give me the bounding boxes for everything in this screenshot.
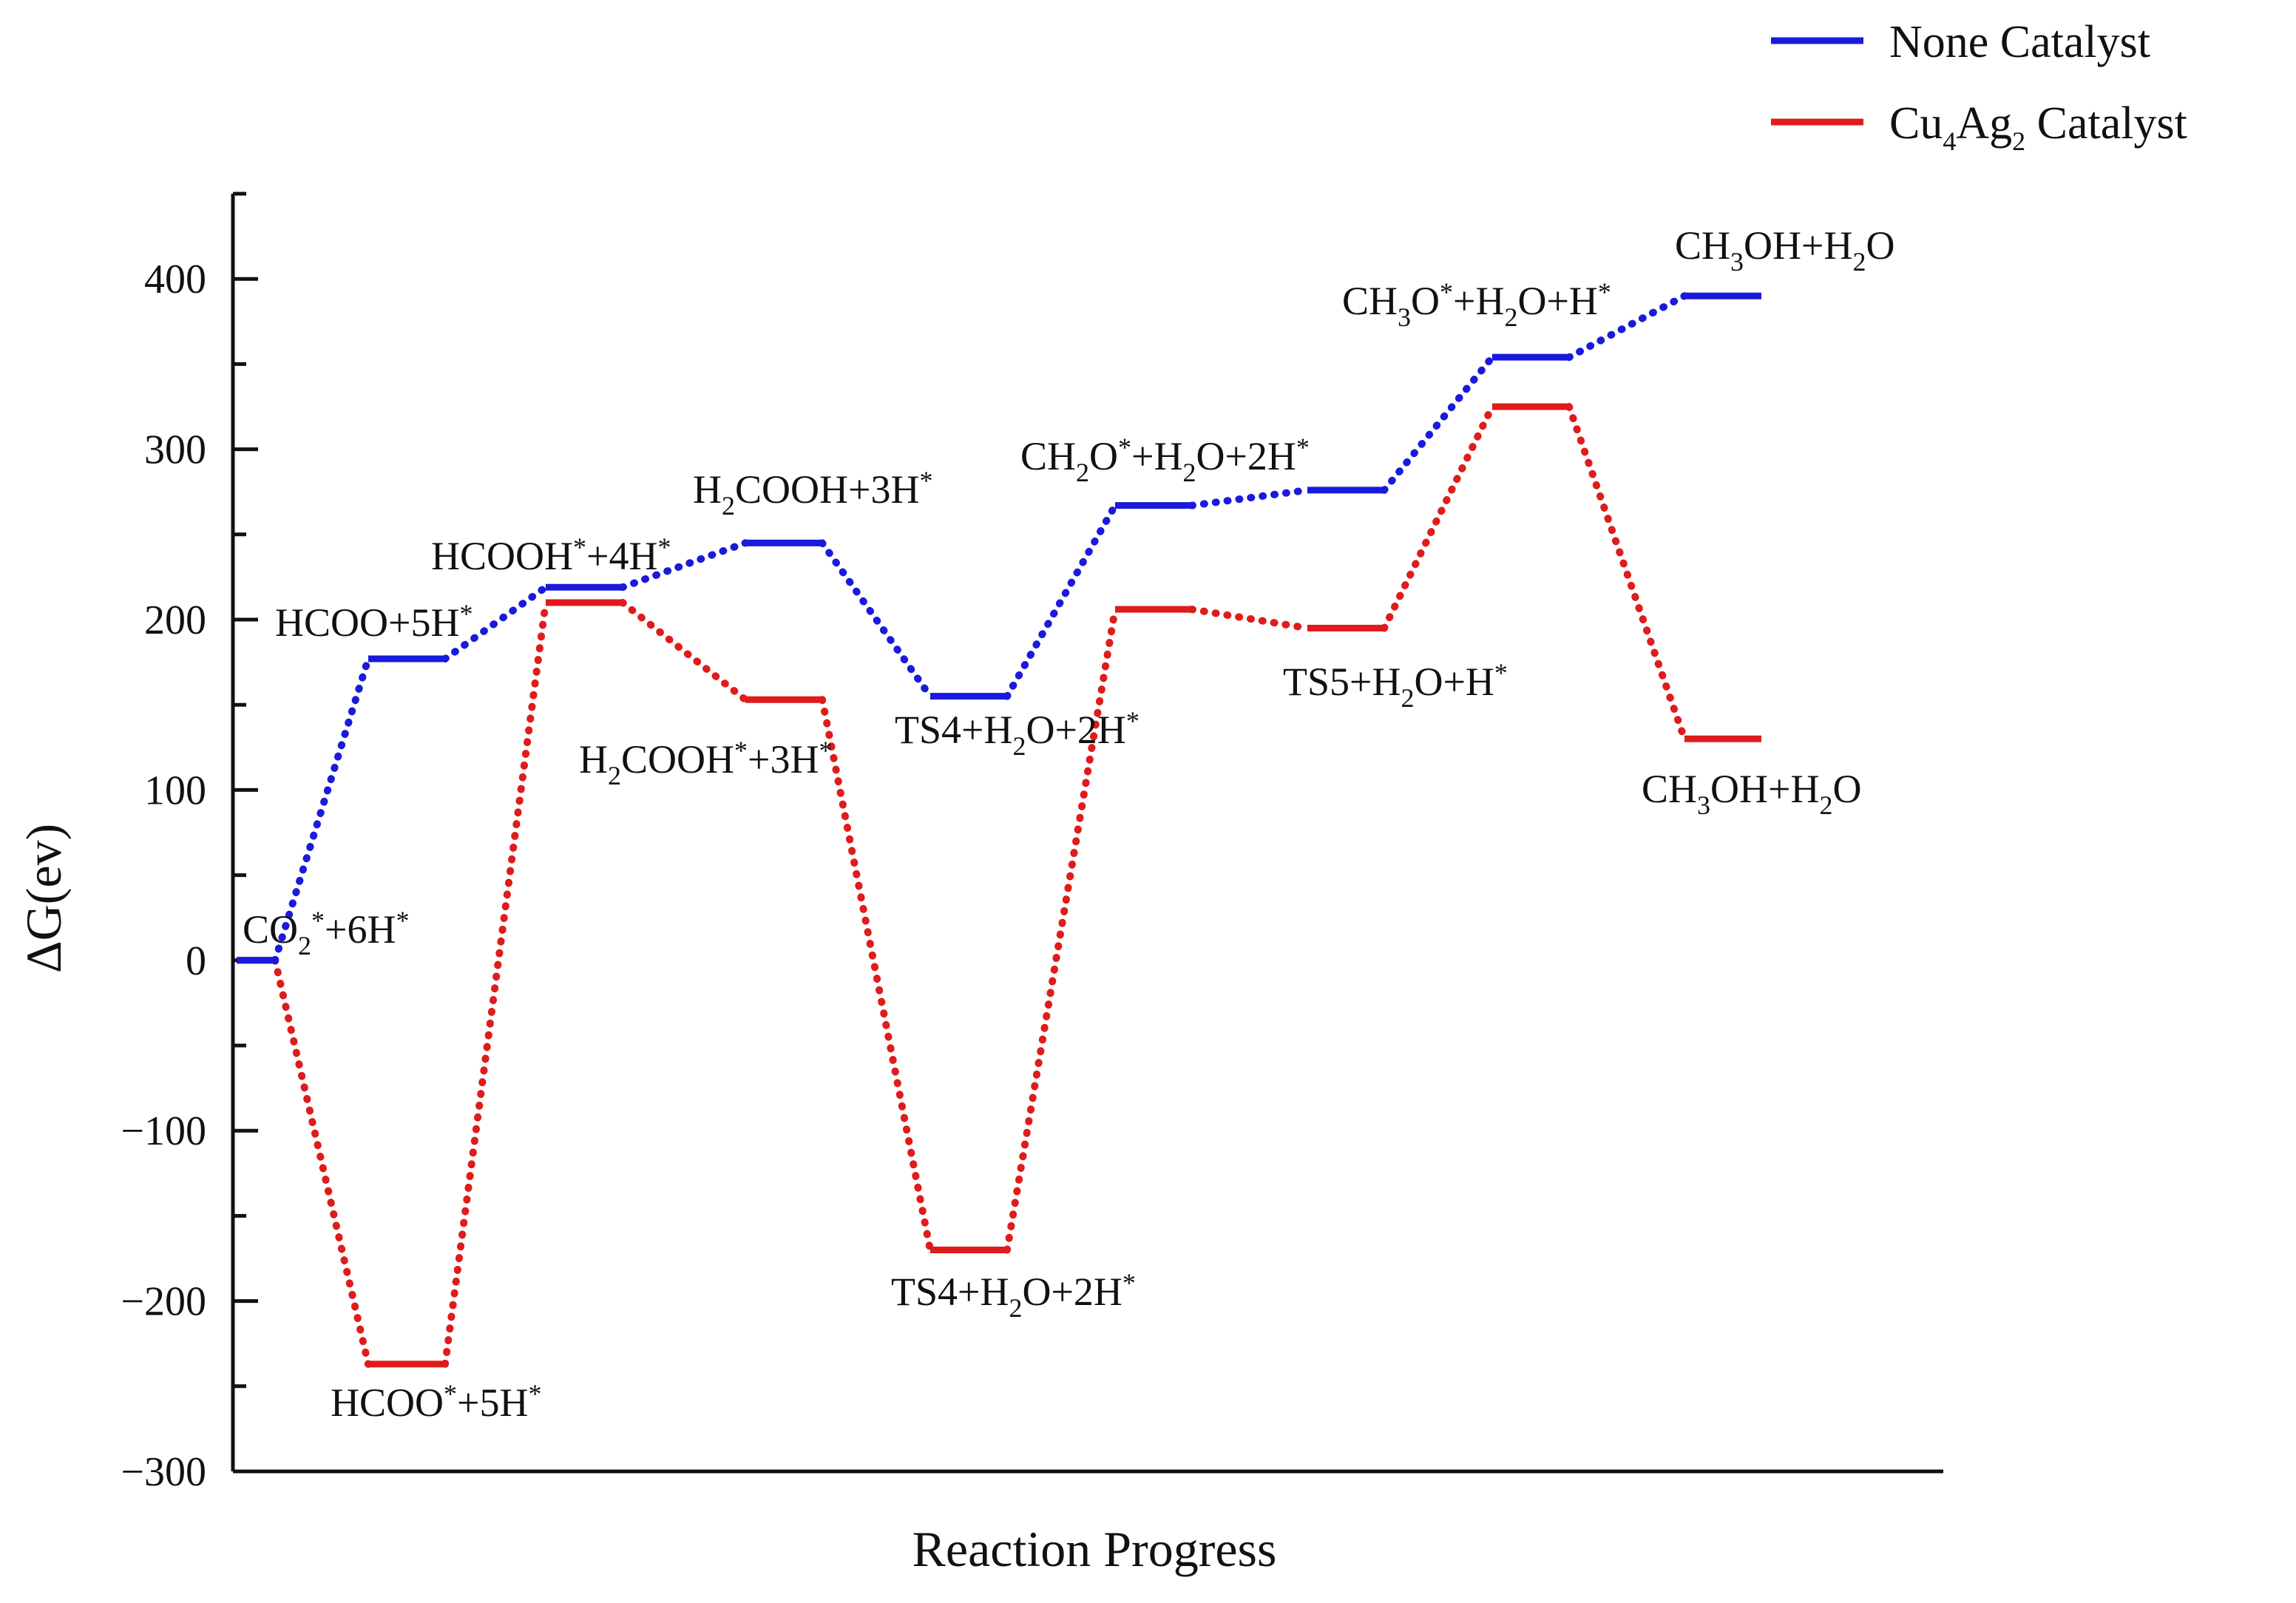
connector-line xyxy=(1003,501,1119,700)
state-label-ts4-none: TS4+H2O+2H* xyxy=(895,706,1139,761)
y-tick-label: 300 xyxy=(144,427,206,473)
connector-line xyxy=(441,583,549,662)
connector-line xyxy=(619,539,749,592)
state-label-hcoo-5h: HCOO+5H* xyxy=(275,599,473,645)
y-tick-label: 0 xyxy=(186,938,206,984)
series-group xyxy=(237,292,1761,1368)
connector-line xyxy=(441,598,549,1368)
connector-line xyxy=(1565,403,1688,743)
connector-line xyxy=(1565,292,1688,362)
x-axis-title: Reaction Progress xyxy=(912,1521,1277,1577)
state-labels-group: CO2*+6H* HCOO+5H* HCOOH*+4H* H2COOH+3H* CH2O… xyxy=(243,223,1894,1425)
connector-line xyxy=(819,539,934,700)
y-tick-label: 200 xyxy=(144,597,206,643)
state-label-co2: CO2*+6H* xyxy=(243,906,409,960)
axes-group xyxy=(231,194,1943,1474)
state-label-ts5: TS5+H2O+H* xyxy=(1283,658,1508,713)
connector-line xyxy=(1381,353,1496,494)
connector-line xyxy=(271,654,372,964)
y-tick-label: 400 xyxy=(144,257,206,302)
state-label-ch3o: CH3O*+H2O+H* xyxy=(1342,277,1611,332)
legend-label: Cu4Ag2 Catalyst xyxy=(1889,98,2187,156)
state-label-ts4-cu: TS4+H2O+2H* xyxy=(891,1268,1136,1323)
state-label-hcoo-star-5h: HCOO*+5H* xyxy=(331,1379,541,1425)
connector-line xyxy=(619,598,749,704)
state-label-ch3oh-cu: CH3OH+H2O xyxy=(1642,767,1861,820)
state-label-ch2o: CH2O*+H2O+2H* xyxy=(1020,433,1310,487)
series-cu4ag2-catalyst xyxy=(237,403,1761,1368)
y-tick-label: −100 xyxy=(121,1108,206,1154)
connector-line xyxy=(1188,606,1311,632)
state-label-h2cooh-3h-none: H2COOH+3H* xyxy=(693,466,932,521)
legend-label: None Catalyst xyxy=(1889,17,2150,67)
state-label-ch3oh-none: CH3OH+H2O xyxy=(1675,223,1894,277)
connector-line xyxy=(1003,606,1119,1254)
connector-line xyxy=(819,696,934,1254)
y-tick-label: 100 xyxy=(144,767,206,813)
state-label-h2cooh-3h-cu: H2COOH*+3H* xyxy=(579,736,832,790)
y-tick-label: −200 xyxy=(121,1279,206,1325)
state-label-hcooh-4h: HCOOH*+4H* xyxy=(431,532,671,578)
connector-line xyxy=(1381,403,1496,632)
y-ticks-group: −300 −200 −100 0 100 200 300 400 xyxy=(121,192,258,1495)
y-axis-title: ΔG(ev) xyxy=(16,824,72,973)
connector-line xyxy=(271,956,372,1368)
connector-line xyxy=(1188,486,1311,509)
legend: None Catalyst Cu4Ag2 Catalyst xyxy=(1771,17,2187,156)
y-tick-label: −300 xyxy=(121,1449,206,1495)
series-none-catalyst xyxy=(237,292,1761,964)
